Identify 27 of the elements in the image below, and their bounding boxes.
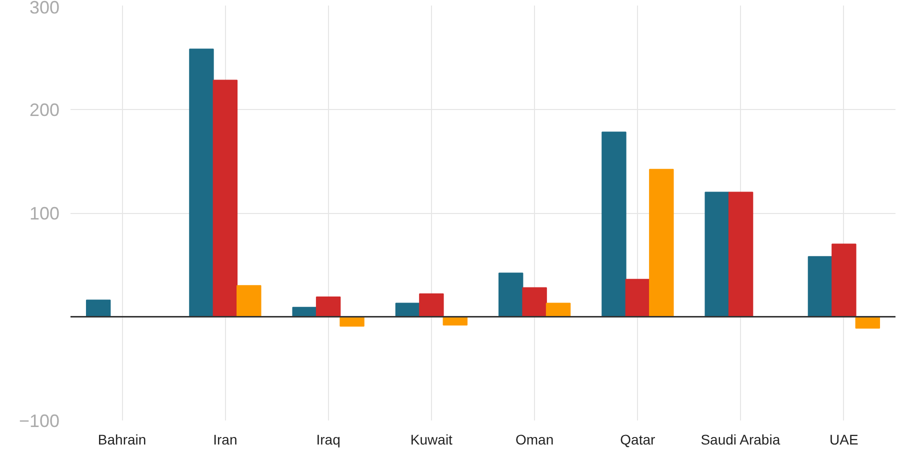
bar [808,256,833,318]
bar [498,272,524,318]
bar [728,192,754,318]
y-tick-label: 200 [29,100,60,120]
bar [316,296,341,318]
x-tick-label: UAE [830,432,858,448]
bar [189,48,214,318]
x-tick-label: Oman [516,432,554,448]
bar [602,132,626,318]
bar [236,285,262,318]
bar [625,278,650,318]
bar [86,300,111,318]
x-tick-label: Iran [213,432,238,448]
x-tick-label: Iraq [316,432,340,448]
y-tick-label: 100 [29,204,60,224]
x-tick-label: Saudi Arabia [700,432,780,448]
bar [419,293,444,318]
y-tick-label: 300 [29,0,60,18]
x-tick-label: Kuwait [410,432,453,448]
bar [704,192,730,318]
bar [649,168,674,318]
y-tick-label: −100 [18,411,60,431]
x-tick-label: Bahrain [98,432,146,448]
bar [522,287,547,318]
bar [832,244,856,318]
bar [212,80,238,318]
x-tick-label: Qatar [620,432,656,448]
